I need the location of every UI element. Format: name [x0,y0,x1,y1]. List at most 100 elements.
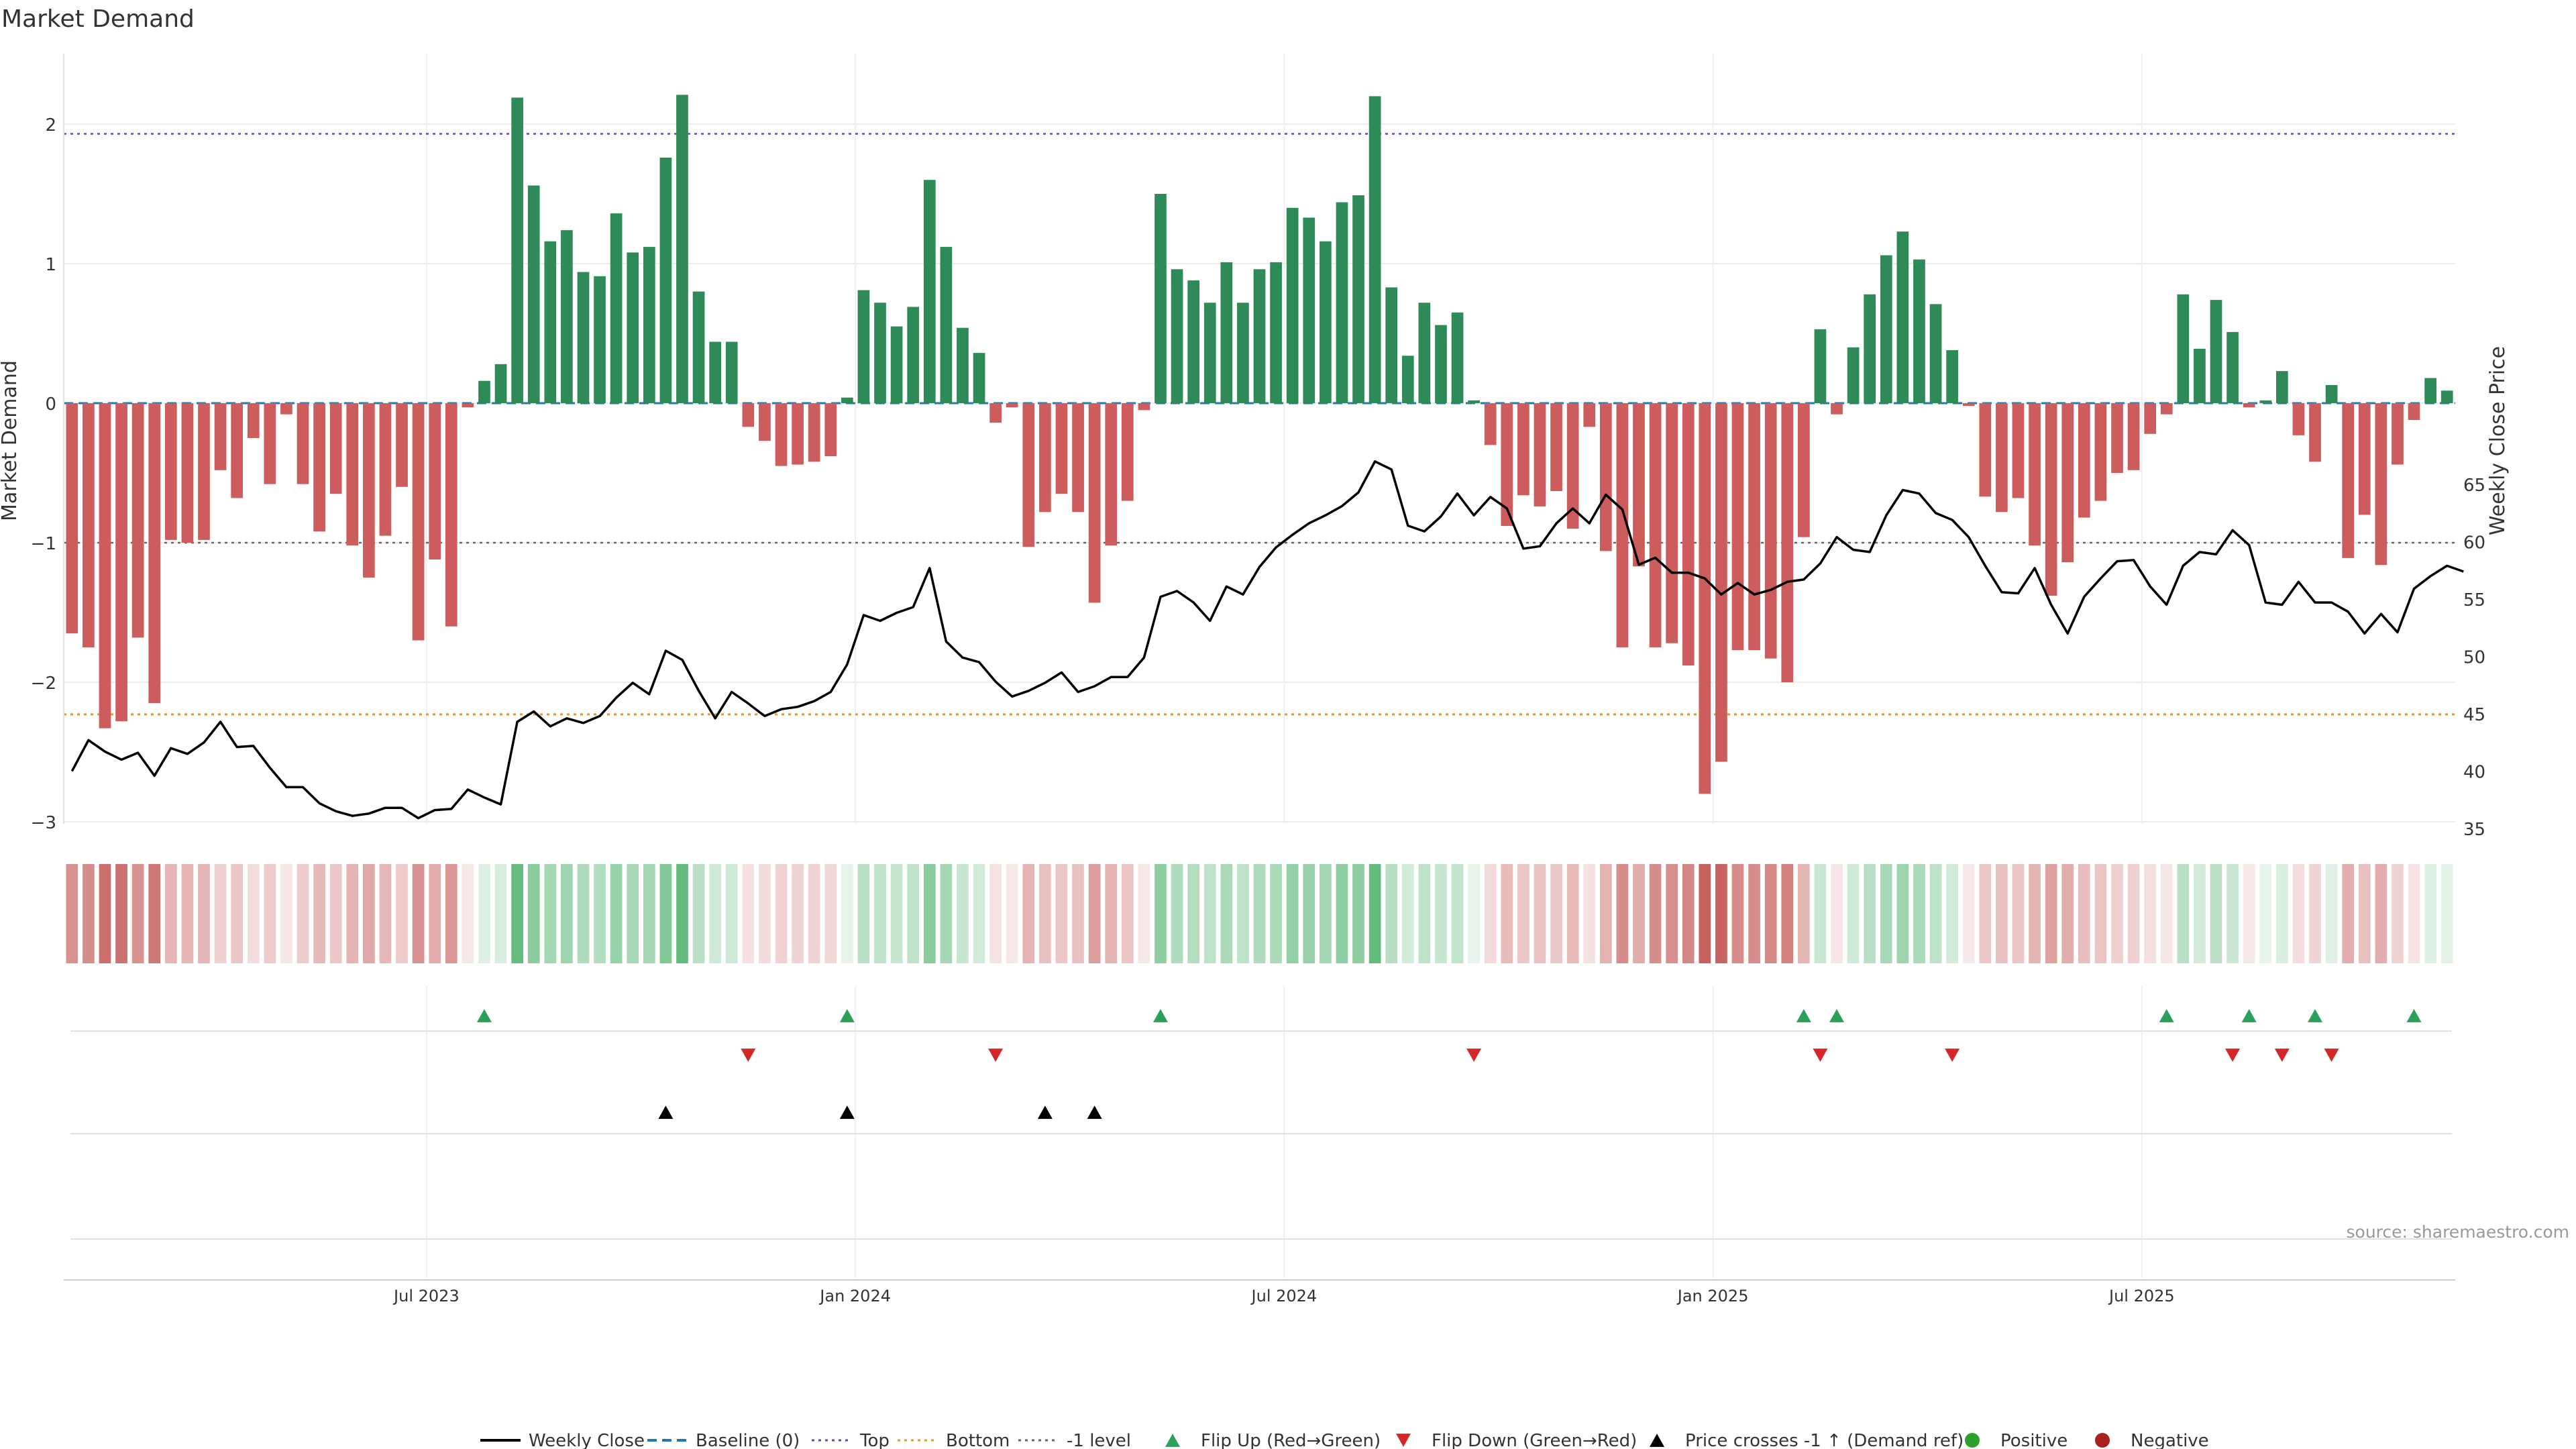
heat-cell [1550,864,1562,963]
heat-cell [2094,864,2107,963]
heat-cell [396,864,408,963]
legend-item: Flip Down (Green→Red) [1396,1431,1637,1449]
heat-cell [2061,864,2074,963]
heat-cell [231,864,244,963]
demand-bar [1352,195,1364,403]
flip-down-marker [2225,1049,2241,1062]
heat-cell [561,864,573,963]
demand-bar [1764,403,1777,659]
heat-cell [1336,864,1348,963]
heat-cell [1368,864,1381,963]
heat-cell [2259,864,2272,963]
demand-bar [1847,347,1860,403]
demand-bar [1155,194,1167,403]
heat-cell [1847,864,1860,963]
flip-up-marker [2241,1009,2257,1022]
demand-bar [907,307,920,403]
heat-cell [1039,864,1051,963]
heat-cell [1599,864,1612,963]
heat-cell [2160,864,2173,963]
heat-cell [659,864,672,963]
demand-bar [923,180,936,403]
legend-item: Flip Up (Red→Green) [1165,1431,1381,1449]
heat-cell [940,864,953,963]
y2-tick-label: 40 [2463,763,2485,783]
demand-bar [1517,403,1529,496]
heat-cell [362,864,375,963]
heat-cell [445,864,458,963]
demand-bar [1583,403,1596,427]
heat-cell [1979,864,1992,963]
demand-bar [1006,403,1018,408]
flip-up-marker [1796,1009,1811,1022]
demand-bar [1633,403,1645,567]
heat-cell [594,864,606,963]
x-tick-label: Jan 2024 [818,1287,891,1305]
heat-cell [66,864,78,963]
demand-bar [2160,403,2173,415]
demand-bar [1237,303,1249,403]
heat-cell [1022,864,1035,963]
heat-cell [2210,864,2222,963]
heat-cell [1237,864,1249,963]
heat-cell [2243,864,2255,963]
legend-item: Weekly Close [480,1431,645,1449]
demand-bars [66,95,2453,794]
demand-bar [610,213,623,403]
demand-bar [1616,403,1629,647]
heat-cell [1138,864,1150,963]
heat-cell [164,864,177,963]
heat-cell [462,864,474,963]
gridlines [64,54,2455,1278]
demand-bar [264,403,276,484]
legend-label: Bottom [946,1431,1010,1449]
y-tick-label: 0 [45,394,56,415]
demand-bar [1666,403,1678,643]
heat-cell [957,864,969,963]
heat-cell [989,864,1002,963]
heat-cell [890,864,903,963]
heat-cell [841,864,853,963]
heat-cell [329,864,342,963]
heat-cell [1401,864,1414,963]
demand-bar [1484,403,1497,445]
heat-cell [1121,864,1134,963]
demand-bar [2177,294,2190,403]
heat-cell [1435,864,1447,963]
demand-bar [231,403,244,498]
demand-bar [329,403,342,494]
heat-cell [1699,864,1711,963]
heat-cell [2275,864,2288,963]
heat-cell [792,864,804,963]
legend-label: Positive [2000,1431,2068,1449]
demand-bar [1303,217,1316,403]
demand-bar [1946,350,1958,403]
heat-cell [742,864,755,963]
demand-bar [890,326,903,403]
heat-cell [1253,864,1266,963]
demand-bar [1748,403,1760,651]
demand-bar [1286,207,1299,403]
demand-bar [792,403,804,465]
weekly-close-series [70,460,2464,820]
heat-cell [1517,864,1529,963]
heat-cell [2375,864,2387,963]
heat-cell [2045,864,2057,963]
price-cross-marker [1087,1106,1102,1119]
heat-cell [1270,864,1282,963]
flip-down-marker [1466,1049,1482,1062]
demand-bar [2029,403,2041,546]
demand-bar [2325,384,2338,403]
demand-bar [429,403,441,559]
flip-down-marker [1945,1049,1960,1062]
flip-up-marker [839,1009,855,1022]
price-cross-marker [1037,1106,1053,1119]
flip-up-marker [1152,1009,1168,1022]
heat-cell [429,864,441,963]
heat-cell [1616,864,1629,963]
demand-bar [659,157,672,404]
legend-label: Flip Up (Red→Green) [1201,1431,1381,1449]
demand-bar [940,247,953,403]
demand-bar [2127,403,2140,470]
demand-bar [2226,331,2239,403]
